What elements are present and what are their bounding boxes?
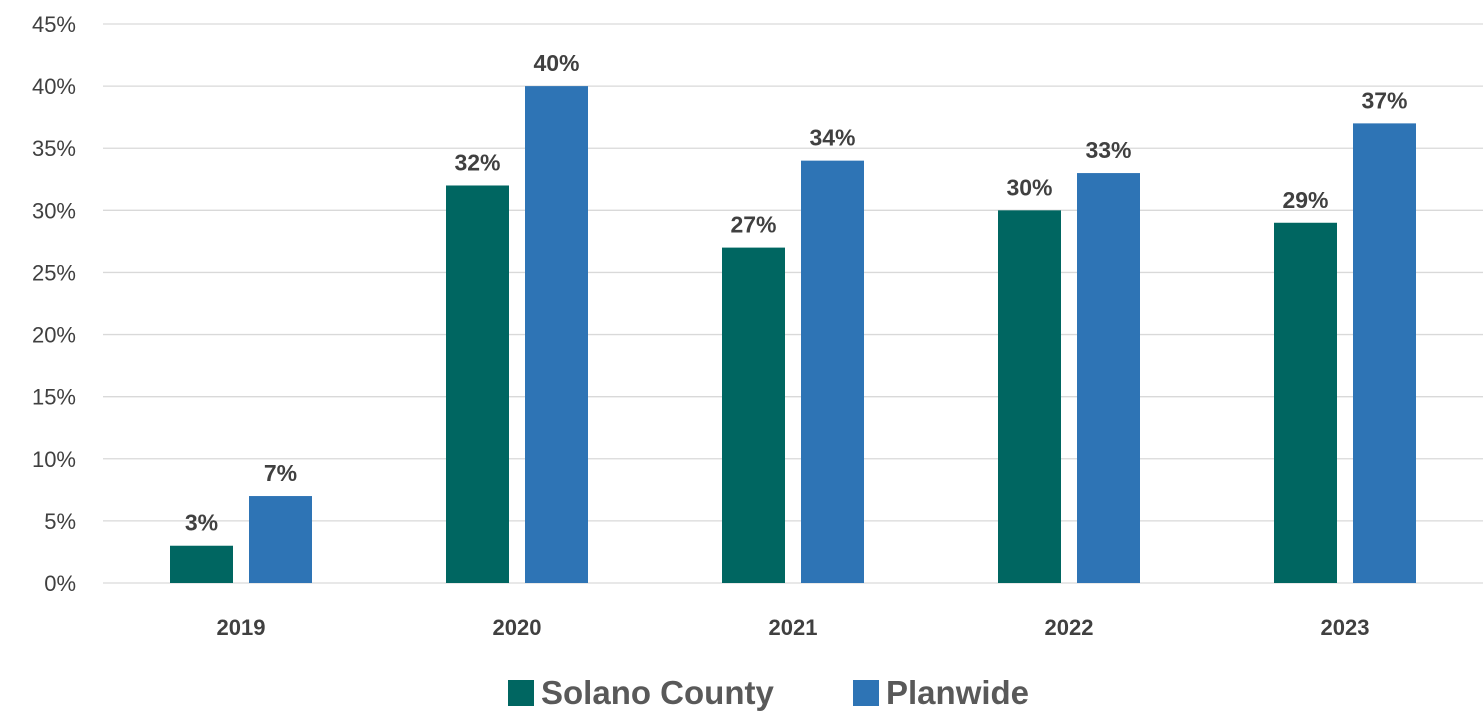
x-axis-category-labels: 2019 2020 2021 2022 2023 [217,615,1370,640]
bar-solano-county-2021 [722,247,785,583]
y-tick-label: 10% [32,447,76,472]
y-tick-label: 15% [32,385,76,410]
legend-label: Solano County [541,674,774,711]
data-label: 32% [454,149,500,175]
y-tick-label: 20% [32,323,76,348]
x-category-label: 2023 [1321,615,1370,640]
bar-planwide-2021 [801,160,864,583]
bar-solano-county-2019 [170,545,233,583]
y-tick-label: 30% [32,198,76,223]
data-label: 33% [1085,137,1131,163]
data-labels: 3% 7% 32% 40% 27% 34% 30% 33% 29% 37% [185,50,1408,536]
y-axis-tick-labels: 0% 5% 10% 15% 20% 25% 30% 35% 40% 45% [32,12,76,596]
data-label: 29% [1282,187,1328,213]
bar-planwide-2023 [1353,123,1416,583]
data-label: 34% [809,125,855,151]
y-tick-label: 5% [44,509,76,534]
data-label: 30% [1006,174,1052,200]
bar-solano-county-2023 [1274,222,1337,583]
bar-planwide-2022 [1077,173,1140,584]
x-category-label: 2021 [769,615,818,640]
x-category-label: 2019 [217,615,266,640]
bar-planwide-2020 [525,86,588,583]
data-label: 3% [185,510,218,536]
x-category-label: 2020 [493,615,542,640]
legend-swatch-solano-county [508,680,534,706]
x-category-label: 2022 [1045,615,1094,640]
bar-planwide-2019 [249,496,312,583]
data-label: 7% [264,460,297,486]
bar-solano-county-2022 [998,210,1061,584]
gridlines [103,23,1483,584]
bars [170,86,1416,584]
y-tick-label: 25% [32,260,76,285]
data-label: 37% [1361,87,1407,113]
legend: Solano County Planwide [508,674,1029,711]
data-label: 27% [730,212,776,238]
y-tick-label: 35% [32,136,76,161]
legend-label: Planwide [886,674,1029,711]
bar-solano-county-2020 [446,185,509,583]
y-tick-label: 40% [32,74,76,99]
y-tick-label: 0% [44,571,76,596]
y-tick-label: 45% [32,12,76,37]
data-label: 40% [533,50,579,76]
legend-swatch-planwide [853,680,879,706]
